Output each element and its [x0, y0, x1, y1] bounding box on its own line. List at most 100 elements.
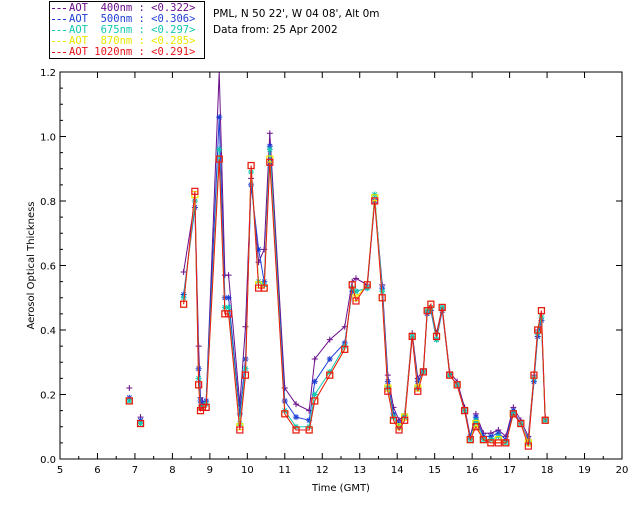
data-point: [453, 381, 461, 389]
data-point: [281, 397, 288, 404]
data-point: [461, 407, 469, 415]
y-tick-label: 0.6: [40, 262, 56, 273]
data-point: [195, 381, 203, 389]
x-tick-label: 12: [316, 465, 329, 476]
data-point: [509, 410, 517, 418]
data-point: [534, 326, 542, 334]
data-point: [225, 294, 232, 301]
data-point: [266, 158, 274, 166]
y-tick-label: 0.2: [40, 391, 56, 402]
data-point: [432, 332, 441, 341]
data-point: [306, 407, 313, 414]
series-4: [125, 155, 549, 450]
data-point: [306, 417, 313, 424]
data-point: [137, 420, 144, 427]
data-point: [216, 146, 223, 153]
x-tick-label: 19: [578, 465, 591, 476]
data-point: [311, 356, 318, 363]
data-point: [352, 275, 359, 282]
data-point: [292, 426, 300, 434]
data-point: [419, 368, 428, 376]
data-point: [502, 439, 510, 447]
data-point: [221, 310, 229, 318]
data-point: [438, 303, 446, 312]
x-tick-label: 13: [353, 465, 366, 476]
plot-frame: [59, 71, 623, 460]
data-point: [126, 397, 133, 404]
data-point: [202, 403, 210, 411]
data-point: [541, 416, 549, 424]
data-date: Data from: 25 Apr 2002: [213, 24, 338, 36]
x-tick-label: 11: [278, 465, 291, 476]
data-point: [378, 294, 386, 302]
data-point: [236, 426, 244, 434]
series-2: [126, 146, 549, 446]
data-point: [517, 419, 525, 428]
series-line: [183, 149, 546, 444]
data-point: [348, 281, 356, 289]
series-line: [183, 117, 546, 442]
data-point: [530, 371, 538, 379]
data-point: [198, 403, 206, 411]
data-point: [225, 310, 233, 318]
x-axis-title: Time (GMT): [311, 483, 370, 494]
y-tick-label: 1.0: [40, 133, 56, 144]
data-point: [216, 114, 223, 121]
x-tick-label: 8: [169, 465, 175, 476]
data-point: [180, 294, 187, 301]
data-point: [247, 161, 255, 170]
data-point: [326, 336, 333, 343]
y-tick-label: 1.2: [40, 68, 56, 79]
data-point: [326, 356, 333, 363]
data-point: [305, 426, 313, 434]
data-point: [341, 345, 349, 353]
data-point: [494, 439, 502, 447]
legend-swatch: [52, 52, 66, 53]
data-point: [390, 410, 397, 417]
data-point: [537, 307, 546, 315]
legend-swatch: [52, 41, 66, 42]
data-point: [241, 371, 250, 379]
data-point: [311, 378, 318, 385]
data-point: [326, 371, 334, 379]
data-point: [384, 387, 392, 395]
legend-label: AOT 500nm : <0.306>: [69, 13, 196, 25]
legend-entry: AOT 870nm : <0.285>: [52, 36, 204, 47]
data-point: [389, 416, 398, 424]
x-tick-label: 18: [541, 465, 554, 476]
data-point: [363, 281, 371, 289]
legend-entry: AOT 1020nm : <0.291>: [52, 47, 204, 58]
y-tick-label: 0.4: [40, 326, 56, 337]
data-point: [266, 130, 273, 137]
data-point: [472, 414, 479, 421]
x-tick-label: 10: [241, 465, 254, 476]
station-location: PML, N 50 22', W 04 08', Alt 0m: [213, 8, 380, 20]
series-3: [125, 155, 549, 447]
data-point: [266, 143, 273, 150]
legend-entry: AOT 500nm : <0.306>: [52, 14, 204, 25]
x-tick-label: 5: [57, 465, 63, 476]
legend-label: AOT 1020nm : <0.291>: [69, 46, 196, 58]
legend-entry: AOT 675nm : <0.297>: [52, 25, 204, 36]
data-point: [487, 439, 495, 447]
data-point: [260, 284, 268, 292]
data-point: [125, 397, 133, 405]
legend-label: AOT 400nm : <0.322>: [69, 2, 196, 14]
data-point: [242, 323, 249, 330]
x-tick-label: 9: [207, 465, 213, 476]
legend-entry: AOT 400nm : <0.322>: [52, 3, 204, 14]
data-point: [191, 187, 199, 195]
data-point: [495, 430, 502, 437]
data-point: [136, 419, 145, 428]
data-point: [225, 272, 232, 279]
data-point: [472, 423, 480, 431]
data-point: [225, 304, 232, 311]
data-point: [408, 332, 416, 341]
data-point: [524, 442, 532, 450]
data-point: [401, 416, 409, 424]
series-0: [126, 71, 549, 440]
x-tick-label: 7: [132, 465, 138, 476]
data-point: [293, 401, 300, 408]
y-tick-label: 0.8: [40, 197, 56, 208]
data-point: [427, 307, 434, 314]
